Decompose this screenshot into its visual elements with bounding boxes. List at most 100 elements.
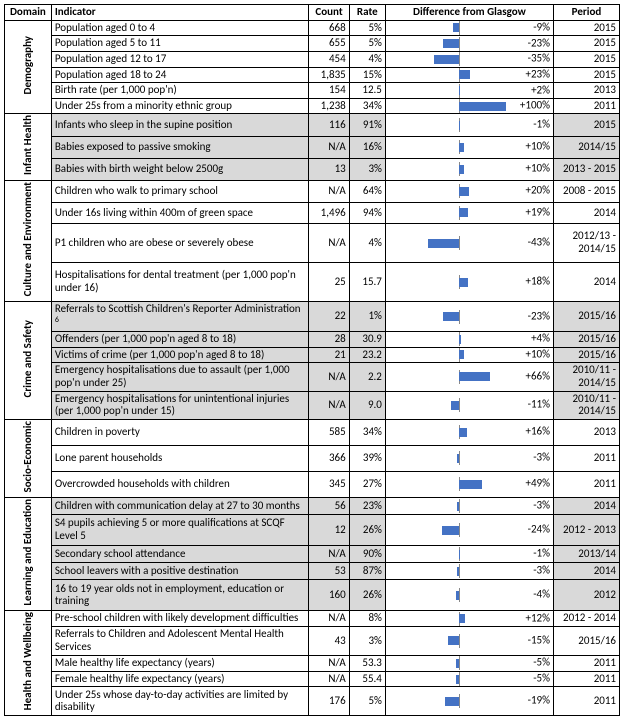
period-cell: 2015	[554, 20, 620, 36]
count-cell: N/A	[309, 136, 349, 158]
rate-cell: 87%	[349, 563, 385, 580]
count-cell: 25	[309, 263, 349, 302]
zero-axis	[459, 37, 460, 51]
diff-cell: +10%	[385, 347, 553, 363]
diff-bar	[459, 335, 461, 344]
period-cell: 2011	[554, 655, 620, 671]
indicator-cell: Children in poverty	[51, 419, 308, 445]
diff-bar	[459, 278, 467, 287]
diff-label: +66%	[526, 371, 551, 384]
count-cell: 21	[309, 347, 349, 363]
rate-cell: 34%	[349, 98, 385, 114]
diff-bar	[459, 86, 460, 95]
zero-axis	[459, 588, 460, 602]
rate-cell: 53.3	[349, 655, 385, 671]
table-row: Offenders (per 1,000 pop'n aged 8 to 18)…	[5, 332, 620, 348]
period-cell: 2014/15	[554, 136, 620, 158]
count-cell: 585	[309, 419, 349, 445]
count-cell: 454	[309, 51, 349, 67]
indicator-cell: Children who walk to primary school	[51, 181, 308, 203]
rate-cell: 26%	[349, 580, 385, 611]
diff-label: +23%	[526, 69, 551, 82]
count-cell: 345	[309, 471, 349, 497]
rate-cell: 4%	[349, 224, 385, 263]
period-cell: 2015/16	[554, 627, 620, 656]
indicator-cell: Overcrowded households with children	[51, 471, 308, 497]
domain-label: Culture and Environment	[22, 182, 35, 296]
diff-cell: -23%	[385, 302, 553, 332]
table-row: Male healthy life expectancy (years)N/A5…	[5, 655, 620, 671]
indicator-cell: S4 pupils achieving 5 or more qualificat…	[51, 515, 308, 546]
diff-label: -43%	[528, 237, 550, 250]
diff-bar	[448, 636, 459, 645]
diff-cell: +19%	[385, 202, 553, 224]
indicator-cell: P1 children who are obese or severely ob…	[51, 224, 308, 263]
count-cell: N/A	[309, 611, 349, 627]
diff-label: +4%	[531, 333, 550, 346]
diff-label: +16%	[526, 426, 551, 439]
table-row: Female healthy life expectancy (years)N/…	[5, 671, 620, 687]
diff-bar	[453, 23, 460, 32]
indicator-cell: Population aged 12 to 17	[51, 51, 308, 67]
table-row: P1 children who are obese or severely ob…	[5, 224, 620, 263]
diff-bar	[456, 675, 460, 684]
zero-axis	[459, 523, 460, 537]
diff-bar	[434, 55, 460, 64]
rate-cell: 30.9	[349, 332, 385, 348]
table-row: Population aged 12 to 174544%-35%2015	[5, 51, 620, 67]
zero-axis	[459, 672, 460, 686]
diff-label: -15%	[528, 635, 550, 648]
diff-bar	[457, 454, 459, 463]
count-cell: 28	[309, 332, 349, 348]
rate-cell: 90%	[349, 546, 385, 563]
diff-bar	[442, 526, 460, 535]
diff-bar	[459, 614, 465, 623]
table-row: Babies with birth weight below 2500g133%…	[5, 158, 620, 180]
rate-cell: 15%	[349, 67, 385, 83]
table-row: Infant HealthInfants who sleep in the su…	[5, 114, 620, 136]
zero-axis	[459, 547, 460, 561]
rate-cell: 9.0	[349, 391, 385, 419]
table-row: Emergency hospitalisations due to assaul…	[5, 363, 620, 391]
period-cell: 2014	[554, 497, 620, 514]
domain-cell: Infant Health	[5, 114, 52, 181]
diff-bar	[459, 187, 468, 196]
period-cell: 2011	[554, 671, 620, 687]
period-cell: 2012/13 - 2014/15	[554, 224, 620, 263]
diff-bar	[459, 372, 490, 381]
diff-bar	[445, 697, 459, 706]
table-row: Under 25s from a minority ethnic group1,…	[5, 98, 620, 114]
diff-label: -1%	[533, 548, 550, 561]
diff-cell: -1%	[385, 546, 553, 563]
domain-label: Demography	[22, 36, 35, 94]
diff-label: +49%	[526, 478, 551, 491]
count-cell: 22	[309, 302, 349, 332]
period-cell: 2015	[554, 114, 620, 136]
diff-label: -5%	[533, 673, 550, 686]
table-row: Health and WellbeingPre-school children …	[5, 611, 620, 627]
count-cell: 12	[309, 515, 349, 546]
period-cell: 2010/11 - 2014/15	[554, 363, 620, 391]
diff-cell: +2%	[385, 83, 553, 99]
diff-label: +18%	[526, 276, 551, 289]
zero-axis	[459, 634, 460, 648]
table-row: Socio-EconomicChildren in poverty58534%+…	[5, 419, 620, 445]
diff-cell: +4%	[385, 332, 553, 348]
indicator-cell: Children with communication delay at 27 …	[51, 497, 308, 514]
count-cell: 366	[309, 445, 349, 471]
diff-label: +10%	[526, 349, 551, 362]
diff-cell: -43%	[385, 224, 553, 263]
rate-cell: 3%	[349, 627, 385, 656]
diff-label: -24%	[528, 524, 550, 537]
diff-cell: +49%	[385, 471, 553, 497]
diff-label: +100%	[520, 100, 550, 113]
diff-bar	[459, 350, 464, 359]
diff-bar	[443, 312, 460, 321]
period-cell: 2013	[554, 83, 620, 99]
rate-cell: 26%	[349, 515, 385, 546]
diff-bar	[456, 591, 459, 600]
diff-label: -3%	[533, 500, 550, 513]
zero-axis	[459, 499, 460, 513]
diff-bar	[459, 143, 464, 152]
header-indicator: Indicator	[51, 5, 308, 21]
